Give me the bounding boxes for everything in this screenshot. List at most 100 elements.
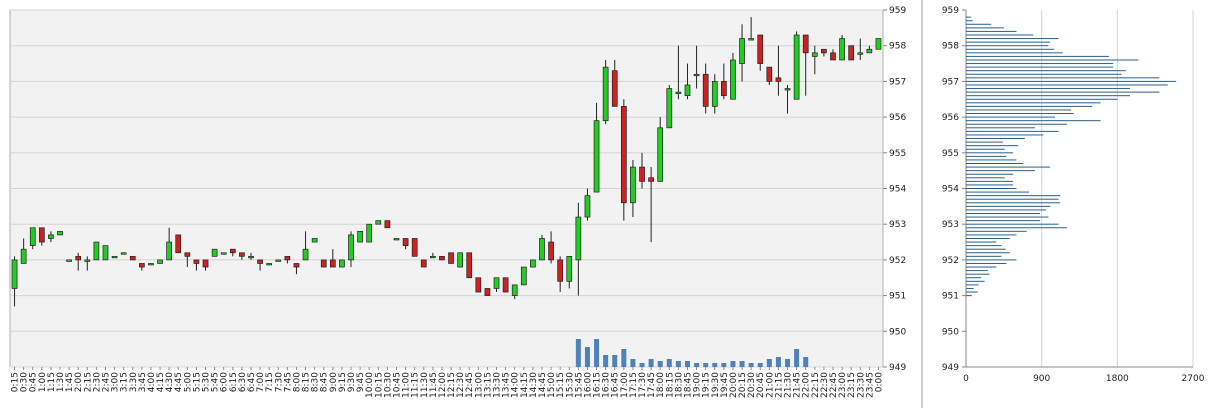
candle-body [830,52,836,61]
profile-bar [966,70,1126,72]
candle-body [866,48,873,54]
profile-bar [966,48,1055,50]
price-tick-label: 949 [889,363,906,373]
volume-bar [612,355,618,367]
profile-bar [966,284,979,286]
candle-body [430,255,436,259]
candle [284,255,291,264]
time-tick-label: 13:00 [474,372,484,398]
time-tick-label: 14:00 [511,372,521,398]
volume-bar [594,339,600,367]
candle [257,259,263,271]
candle [657,117,664,182]
volume-bar [648,359,654,367]
time-tick-label: 16:30 [602,372,612,398]
candle-body [220,252,227,255]
candle [430,252,436,259]
profile-price-axis: 959 958 957 956 955 954 953 952 951 950 949 [942,6,966,373]
candle [129,255,136,261]
candle-body [575,216,582,261]
price-axis: 959 958 957 956 955 954 953 952 951 950 949 [883,6,906,373]
candle [666,84,673,129]
profile-volume-tick-label: 1800 [1106,374,1129,384]
profile-bar [966,59,1139,61]
time-tick-label: 6:15 [229,372,239,392]
candle-body [684,84,691,97]
profile-price-tick-label: 949 [942,363,959,373]
volume-bar [621,349,627,367]
time-tick-label: 3:45 [138,372,148,392]
candle [539,234,545,261]
candle [702,63,709,114]
candle [320,259,327,268]
candle-body [411,238,418,257]
candle-body [584,195,591,218]
candle-body [111,255,118,259]
candle-body [184,252,191,257]
profile-bar [966,98,1118,100]
time-tick-label: 15:30 [565,372,575,398]
time-tick-label: 20:45 [756,372,766,398]
candle-body [539,238,545,261]
profile-bar [966,252,1010,254]
candle-body [84,259,91,262]
profile-bar [966,66,1114,68]
time-tick-label: 1:45 [65,372,75,392]
candle-body [320,259,327,268]
profile-bar [966,184,1014,186]
candle [93,241,100,261]
time-tick-label: 10:15 [374,372,384,398]
profile-price-tick-label: 950 [942,327,959,337]
candle-body [730,59,736,100]
volume-bar [575,339,581,367]
time-tick-label: 23:00 [838,372,848,398]
profile-bar [966,259,1017,261]
time-tick-label: 6:00 [220,372,230,392]
candle-body [166,241,172,261]
candle-body [548,241,554,261]
profile-bar [966,134,1044,136]
candle [439,255,445,261]
candle-body [593,120,600,193]
candle-body [375,220,382,225]
candle [457,252,463,268]
profile-bar [966,234,1017,236]
candle [675,45,682,100]
volume-bar [794,349,800,367]
time-tick-label: 10:30 [383,372,393,398]
candle-body [775,77,782,82]
time-tick-label: 21:45 [793,372,803,398]
time-tick-label: 10:00 [365,372,375,398]
time-tick-label: 0:30 [20,372,30,392]
time-tick-label: 1:00 [38,372,48,392]
profile-bar [966,202,1061,204]
candle [348,231,354,268]
time-tick-label: 7:30 [274,372,284,392]
profile-price-tick-label: 958 [942,42,959,52]
candle-body [657,127,664,182]
candle [148,263,154,266]
time-tick-label: 2:00 [74,372,84,392]
candle [193,259,200,271]
candle [602,59,609,125]
time-tick-label: 19:15 [702,372,712,398]
time-tick-label: 16:45 [611,372,621,398]
volume-bar [703,363,709,367]
time-axis: 0:15 0:30 0:45 1:00 1:15 1:30 1:45 2:00 2:15 2:30… [11,367,884,398]
candle [520,266,527,286]
candle-body [348,234,354,261]
candle [875,38,882,50]
profile-bar [966,105,1093,107]
time-tick-label: 7:45 [283,372,293,392]
profile-bar [966,245,1002,247]
profile-bar [966,266,997,268]
profile-bar [966,63,1114,65]
time-tick-label: 16:00 [583,372,593,398]
time-tick-label: 2:15 [83,372,93,392]
candle [329,249,336,268]
time-tick-label: 14:15 [520,372,530,398]
volume-bar [739,361,745,367]
time-tick-label: 6:45 [247,372,257,392]
candle-body [257,259,263,264]
